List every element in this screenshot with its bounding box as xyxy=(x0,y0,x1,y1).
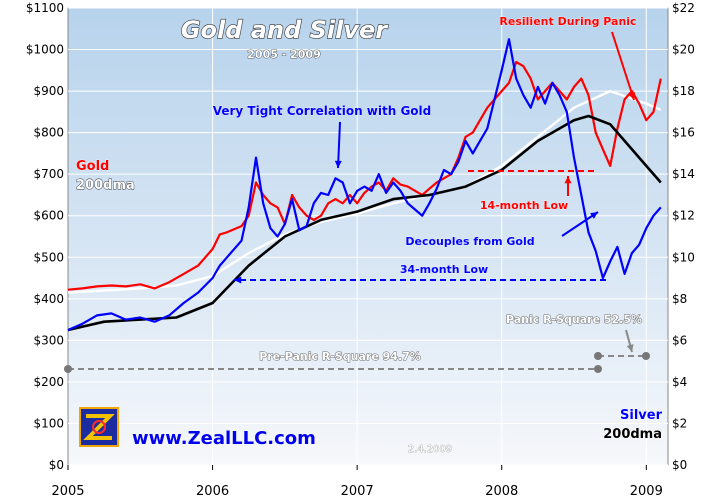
right-tick-label: $2 xyxy=(672,416,687,430)
annotation-14-month-low: 14-month Low xyxy=(480,199,568,212)
series-line-gold xyxy=(67,60,662,291)
left-tick-label: $500 xyxy=(33,250,64,264)
series-line-silver xyxy=(67,38,662,332)
right-tick-label: $4 xyxy=(672,375,687,389)
right-tick-label: $14 xyxy=(672,167,695,181)
series-line-gold-200dma xyxy=(67,89,662,294)
right-tick-label: $18 xyxy=(672,84,695,98)
annotation-arrowhead xyxy=(626,344,634,352)
annotation-panic-r-square: Panic R-Square 52.5% xyxy=(506,313,642,326)
annotation-dot xyxy=(64,365,72,373)
annotation-dot xyxy=(594,365,602,373)
annotation-dot xyxy=(642,352,650,360)
x-tick-label: 2007 xyxy=(341,484,374,499)
chart-subtitle: 2005 - 2009 xyxy=(247,48,320,61)
right-tick-label: $22 xyxy=(672,1,695,15)
legend-gold: Gold xyxy=(76,159,109,174)
legend-silver: Silver xyxy=(620,408,663,423)
zeal-logo xyxy=(79,407,119,447)
x-tick-label: 2009 xyxy=(630,484,663,499)
annotation-resilient: Resilient During Panic xyxy=(499,15,636,28)
x-tick-label: 2006 xyxy=(196,484,229,499)
series-line-silver-200dma xyxy=(67,114,662,332)
right-tick-label: $12 xyxy=(672,209,695,223)
left-tick-label: $100 xyxy=(33,416,64,430)
left-tick-label: $600 xyxy=(33,209,64,223)
right-tick-label: $6 xyxy=(672,333,687,347)
annotation-line xyxy=(611,31,635,101)
left-tick-label: $400 xyxy=(33,292,64,306)
annotation-34-month-low: 34-month Low xyxy=(400,263,488,276)
annotation-prepanic-r-square: Pre-Panic R-Square 94.7% xyxy=(259,350,421,363)
left-tick-label: $800 xyxy=(33,126,64,140)
left-tick-label: $200 xyxy=(33,375,64,389)
right-tick-label: $20 xyxy=(672,43,695,57)
series-lines xyxy=(67,38,662,332)
legend-silver-200dma: 200dma xyxy=(603,427,662,442)
annotation-arrowhead xyxy=(234,276,242,284)
axes: $0 $100 $200 $300 $400 $500 $600 $700 $800 $900 $1… xyxy=(26,1,695,499)
annotation-arrowhead xyxy=(334,160,342,168)
right-tick-label: $0 xyxy=(672,458,687,472)
x-tick-label: 2008 xyxy=(485,484,518,499)
annotation-arrowhead xyxy=(628,92,636,100)
annotation-decouples: Decouples from Gold xyxy=(405,235,534,248)
website-link[interactable]: www.ZealLLC.com xyxy=(132,428,316,450)
legend-gold-200dma: 200dma xyxy=(76,178,135,193)
plot-background xyxy=(67,7,669,466)
right-tick-label: $8 xyxy=(672,292,687,306)
left-tick-label: $1000 xyxy=(26,43,64,57)
left-tick-label: $900 xyxy=(33,84,64,98)
chart-title: Gold and Silver xyxy=(181,16,389,44)
annotation-dot xyxy=(594,352,602,360)
right-tick-label: $16 xyxy=(672,126,695,140)
annotation-line xyxy=(337,121,341,169)
annotation-correlation: Very Tight Correlation with Gold xyxy=(213,104,432,118)
left-tick-label: $0 xyxy=(49,458,64,472)
left-tick-label: $700 xyxy=(33,167,64,181)
left-tick-label: $1100 xyxy=(26,1,64,15)
annotation-arrows xyxy=(64,31,650,373)
right-tick-label: $10 xyxy=(672,250,695,264)
chart-date: 2.4.2009 xyxy=(408,444,453,455)
x-tick-label: 2005 xyxy=(51,484,84,499)
gridlines xyxy=(68,7,668,466)
annotation-arrowhead xyxy=(564,176,572,184)
annotation-arrowhead xyxy=(590,212,598,219)
left-tick-label: $300 xyxy=(33,333,64,347)
